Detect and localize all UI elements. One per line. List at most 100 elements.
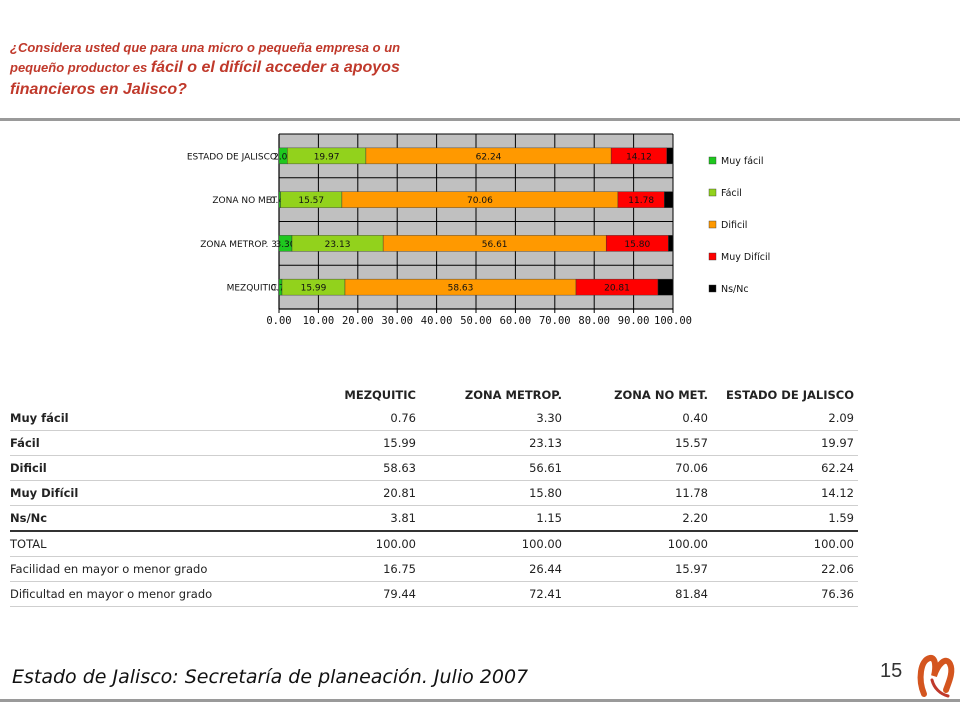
x-tick-label: 70.00 — [539, 315, 571, 327]
table-cell: 15.57 — [566, 430, 712, 456]
data-table: MEZQUITIC ZONA METROP. ZONA NO MET. ESTA… — [10, 364, 858, 607]
x-tick-label: 80.00 — [578, 315, 610, 327]
table-cell: 79.44 — [274, 581, 420, 607]
table-row: Muy Difícil 20.81 15.80 11.78 14.12 — [10, 480, 858, 506]
table-cell: 58.63 — [274, 455, 420, 481]
table-cell: 1.59 — [712, 505, 858, 532]
table-cell: 14.12 — [712, 480, 858, 506]
category-label: ZONA METROP. 3 — [200, 240, 277, 250]
legend-swatch — [708, 284, 717, 293]
table-cell: 2.09 — [712, 406, 858, 431]
legend-swatch — [708, 188, 717, 197]
table-row: Facilidad en mayor o menor grado 16.75 2… — [10, 556, 858, 582]
top-divider — [0, 118, 960, 121]
legend-label: Ns/Nc — [721, 284, 749, 295]
table-cell: 56.61 — [420, 455, 566, 481]
row-label: Fácil — [10, 430, 274, 456]
data-label: 23.13 — [325, 240, 351, 250]
legend-swatch — [708, 220, 717, 229]
header-cell — [10, 364, 274, 406]
bar-segment — [657, 278, 674, 296]
table-cell: 23.13 — [420, 430, 566, 456]
legend-label: Muy Difícil — [721, 252, 770, 263]
table-cell: 100.00 — [420, 530, 566, 557]
table-cell: 70.06 — [566, 455, 712, 481]
data-label: 0.40 — [270, 196, 290, 206]
row-label: Muy fácil — [10, 406, 274, 431]
row-label: Facilidad en mayor o menor grado — [10, 556, 274, 582]
header-cell: ZONA NO MET. — [614, 388, 708, 402]
data-label: 58.63 — [448, 284, 474, 294]
bar-segment — [668, 235, 674, 252]
legend-swatch — [708, 252, 717, 261]
row-label: Ns/Nc — [10, 505, 274, 532]
category-label: MEZQUITIC — [227, 284, 277, 294]
table-header-row: MEZQUITIC ZONA METROP. ZONA NO MET. ESTA… — [10, 364, 858, 406]
x-tick-label: 90.00 — [618, 315, 650, 327]
title-line-1: ¿Considera usted que para una micro o pe… — [10, 40, 401, 55]
page-number: 15 — [880, 660, 903, 682]
table-cell: 15.99 — [274, 430, 420, 456]
table-row: Fácil 15.99 23.13 15.57 19.97 — [10, 430, 858, 456]
row-label: Dificil — [10, 455, 274, 481]
category-label: ZONA NO MET — [212, 196, 277, 206]
header-cell: ESTADO DE JALISCO — [725, 388, 854, 402]
title-line-2-small: pequeño productor es — [10, 60, 151, 75]
stacked-bar-chart: 0.00 10.00 20.00 30.00 40.00 50.00 60.00 70.00 8… — [187, 133, 770, 327]
data-label: 0.76 — [270, 284, 290, 294]
x-tick-label: 20.00 — [342, 315, 374, 327]
header-cell: ZONA METROP. — [464, 388, 562, 402]
data-label: 11.78 — [628, 196, 654, 206]
legend-label: Dificil — [721, 220, 747, 231]
table-row: Ns/Nc 3.81 1.15 2.20 1.59 — [10, 505, 858, 532]
bar-segment — [664, 191, 674, 208]
x-tick-label: 100.00 — [654, 315, 692, 327]
data-label: 3.30 — [275, 240, 295, 250]
table-cell: 3.81 — [274, 505, 420, 532]
slide-title: ¿Considera usted que para una micro o pe… — [10, 38, 510, 101]
table-cell: 26.44 — [420, 556, 566, 582]
logo-icon — [917, 655, 955, 698]
title-line-2-big: fácil o el difícil acceder a apoyos — [150, 59, 400, 76]
data-label: 19.97 — [314, 152, 340, 162]
table-cell: 11.78 — [566, 480, 712, 506]
category-label: ESTADO DE JALISCO — [187, 152, 277, 162]
data-label: 20.81 — [604, 284, 630, 294]
data-label: 15.57 — [298, 196, 324, 206]
legend-swatch — [708, 156, 717, 165]
legend-label: Muy fácil — [721, 156, 764, 167]
row-label: Muy Difícil — [10, 480, 274, 506]
x-tick-label: 50.00 — [460, 315, 492, 327]
x-tick-label: 60.00 — [500, 315, 532, 327]
table-cell: 15.97 — [566, 556, 712, 582]
table-cell: 100.00 — [566, 530, 712, 557]
table-cell: 20.81 — [274, 480, 420, 506]
table-cell: 1.15 — [420, 505, 566, 532]
x-tick-label: 40.00 — [421, 315, 453, 327]
table-cell: 19.97 — [712, 430, 858, 456]
bar-segment — [666, 147, 674, 165]
table-cell: 22.06 — [712, 556, 858, 582]
title-line-3: financieros en Jalisco? — [10, 81, 187, 98]
legend-label: Fácil — [721, 188, 742, 199]
table-cell: 100.00 — [274, 530, 420, 557]
data-label: 2.09 — [273, 152, 293, 162]
table-row: Dificil 58.63 56.61 70.06 62.24 — [10, 455, 858, 481]
data-label: 14.12 — [626, 152, 652, 162]
table-cell: 62.24 — [712, 455, 858, 481]
data-label: 15.99 — [301, 284, 327, 294]
header-cell: MEZQUITIC — [344, 388, 416, 402]
table-cell: 81.84 — [566, 581, 712, 607]
table-cell: 72.41 — [420, 581, 566, 607]
data-label: 56.61 — [482, 240, 508, 250]
data-label: 15.80 — [624, 240, 650, 250]
table-cell: 3.30 — [420, 406, 566, 431]
table-row: Dificultad en mayor o menor grado 79.44 … — [10, 581, 858, 607]
data-label: 70.06 — [467, 196, 493, 206]
bottom-divider — [0, 699, 960, 702]
table-cell: 0.76 — [274, 406, 420, 431]
table-cell: 100.00 — [712, 530, 858, 557]
row-label: TOTAL — [10, 530, 274, 557]
x-tick-label: 0.00 — [266, 315, 291, 327]
table-row: Muy fácil 0.76 3.30 0.40 2.09 — [10, 406, 858, 431]
